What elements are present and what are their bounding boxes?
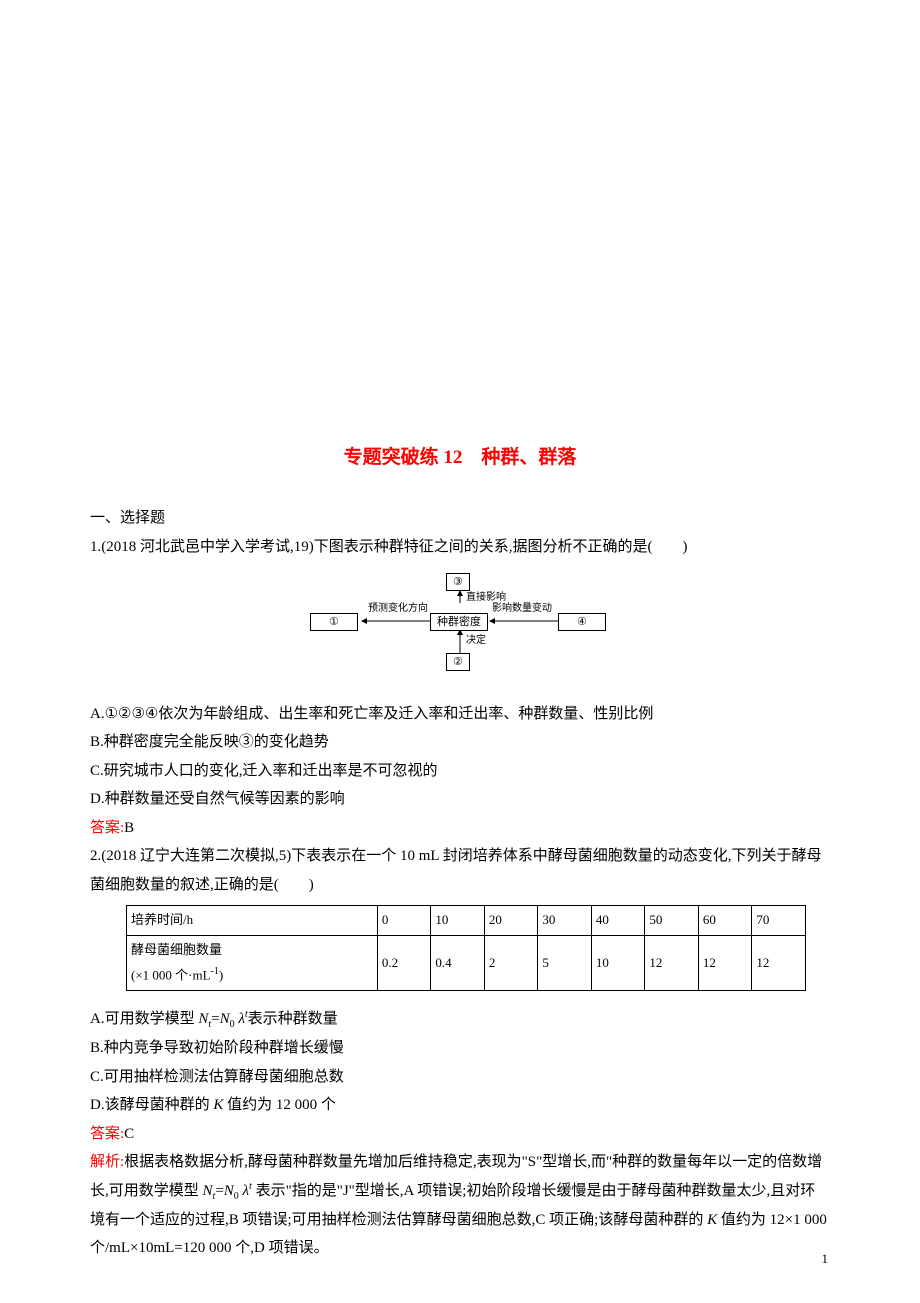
q2-optD: D.该酵母菌种群的 K 值约为 12 000 个 (90, 1091, 830, 1120)
table-cell: 12 (752, 935, 806, 991)
optA-N1: N (198, 1011, 208, 1027)
optA-post: 表示种群数量 (248, 1011, 338, 1027)
row2-l1: 酵母菌细胞数量 (131, 942, 222, 957)
page-number: 1 (822, 1251, 829, 1267)
q1-stem: 1.(2018 河北武邑中学入学考试,19)下图表示种群特征之间的关系,据图分析… (90, 533, 830, 562)
q2-answer-label: 答案: (90, 1126, 124, 1142)
analysis-N1: N (203, 1183, 213, 1199)
q1-answer: 答案:B (90, 814, 830, 843)
table-cell: 0.2 (377, 935, 431, 991)
table-cell: 20 (484, 906, 538, 936)
page-title: 专题突破练 12 种群、群落 (90, 440, 830, 476)
section-heading: 一、选择题 (90, 504, 830, 533)
q1-optB: B.种群密度完全能反映③的变化趋势 (90, 728, 830, 757)
q2-optA: A.可用数学模型 Nt=N0 λt表示种群数量 (90, 1005, 830, 1034)
q2-optC: C.可用抽样检测法估算酵母菌细胞总数 (90, 1063, 830, 1092)
table-row: 培养时间/h 0 10 20 30 40 50 60 70 (127, 906, 806, 936)
q1-diagram: ③ ① 种群密度 ④ ② 预测变化方向 直接影响 影响数量变动 决定 (90, 573, 830, 684)
optA-N2: N (220, 1011, 230, 1027)
q2-analysis-label: 解析: (90, 1154, 124, 1170)
table-cell: 70 (752, 906, 806, 936)
q2-analysis: 解析:根据表格数据分析,酵母菌种群数量先增加后维持稳定,表现为"S"型增长,而"… (90, 1148, 830, 1263)
optA-eq: = (211, 1011, 219, 1027)
table-row: 酵母菌细胞数量 (×1 000 个·mL-1) 0.2 0.4 2 5 10 1… (127, 935, 806, 991)
diagram-box-left: ① (310, 613, 358, 631)
table-cell: 50 (645, 906, 699, 936)
diagram-box-right: ④ (558, 613, 606, 631)
analysis-eq: = (215, 1183, 223, 1199)
diagram-box-bottom: ② (446, 653, 470, 671)
q2-table: 培养时间/h 0 10 20 30 40 50 60 70 酵母菌细胞数量 (×… (126, 905, 806, 991)
row2-l2: (×1 000 个·mL (131, 968, 211, 983)
table-cell: 40 (591, 906, 645, 936)
table-cell: 12 (698, 935, 752, 991)
q1-answer-label: 答案: (90, 820, 124, 836)
analysis-K: K (707, 1212, 717, 1228)
table-cell: 0 (377, 906, 431, 936)
analysis-lam: λ (239, 1183, 249, 1199)
analysis-N2: N (224, 1183, 234, 1199)
table-row2-label: 酵母菌细胞数量 (×1 000 个·mL-1) (127, 935, 378, 991)
diagram-box-top: ③ (446, 573, 470, 591)
row2-tail: ) (219, 968, 223, 983)
table-cell: 10 (591, 935, 645, 991)
table-cell: 12 (645, 935, 699, 991)
q1-optA: A.①②③④依次为年龄组成、出生率和死亡率及迁入率和迁出率、种群数量、性别比例 (90, 700, 830, 729)
diagram-box-center: 种群密度 (430, 613, 488, 631)
optD-K: K (213, 1097, 223, 1113)
row2-sup: -1 (211, 966, 219, 977)
q1-answer-value: B (124, 820, 134, 836)
table-cell: 60 (698, 906, 752, 936)
q1-optC: C.研究城市人口的变化,迁入率和迁出率是不可忽视的 (90, 757, 830, 786)
q2-answer: 答案:C (90, 1120, 830, 1149)
optA-pre: A.可用数学模型 (90, 1011, 198, 1027)
table-cell: 10 (431, 906, 485, 936)
q1-optD: D.种群数量还受自然气候等因素的影响 (90, 785, 830, 814)
table-cell: 2 (484, 935, 538, 991)
table-cell: 5 (538, 935, 592, 991)
table-cell: 0.4 (431, 935, 485, 991)
table-row1-label: 培养时间/h (127, 906, 378, 936)
diagram-label-right: 影响数量变动 (492, 603, 552, 615)
table-cell: 30 (538, 906, 592, 936)
optD-pre: D.该酵母菌种群的 (90, 1097, 213, 1113)
optD-post: 值约为 12 000 个 (223, 1097, 336, 1113)
q2-stem: 2.(2018 辽宁大连第二次模拟,5)下表表示在一个 10 mL 封闭培养体系… (90, 842, 830, 899)
q2-optB: B.种内竞争导致初始阶段种群增长缓慢 (90, 1034, 830, 1063)
diagram-label-left: 预测变化方向 (368, 603, 428, 615)
optA-lam: λ (235, 1011, 245, 1027)
diagram-label-bottom: 决定 (466, 635, 486, 647)
q2-answer-value: C (124, 1126, 134, 1142)
